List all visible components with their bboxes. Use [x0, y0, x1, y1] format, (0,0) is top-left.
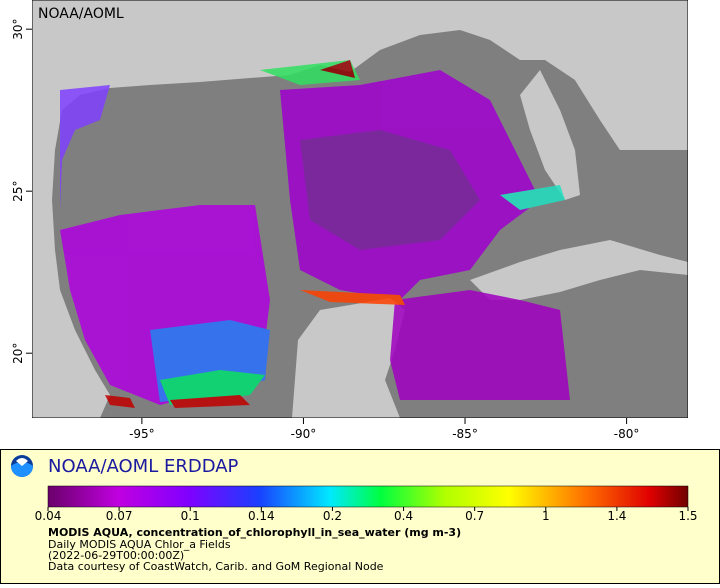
- watermark: NOAA/AOML: [38, 6, 124, 22]
- map: NOAA/AOML: [32, 0, 688, 418]
- colorbar-tick-label: 1.5: [678, 509, 697, 523]
- x-tick-label: -80°: [614, 427, 640, 441]
- colorbar-tick-label: 0.4: [394, 509, 413, 523]
- yucatan: [292, 298, 405, 418]
- colorbar-tick-label: 1: [542, 509, 550, 523]
- time: (2022-06-29T00:00:00Z): [48, 549, 184, 562]
- colorbar-tick-label: 0.07: [106, 509, 133, 523]
- noaa-logo: [11, 455, 33, 477]
- colorbar-ticks: 0.04 0.07 0.1 0.14 0.2 0.4 0.7 1 1.4 1.5: [35, 507, 698, 523]
- axes: -95° -90° -85° -80° 20° 25° 30°: [11, 19, 639, 441]
- credit: Data courtesy of CoastWatch, Carib. and …: [48, 560, 384, 573]
- legend-panel: [0, 449, 720, 584]
- colorbar-tick-label: 0.14: [248, 509, 275, 523]
- cuba: [470, 240, 688, 300]
- y-tick-label: 20°: [11, 343, 25, 364]
- colorbar-tick-label: 0.1: [181, 509, 200, 523]
- colorbar-tick-label: 0.04: [35, 509, 62, 523]
- x-tick-label: -95°: [129, 427, 155, 441]
- colorbar-tick-label: 0.7: [465, 509, 484, 523]
- y-tick-label: 30°: [11, 19, 25, 40]
- florida: [520, 0, 688, 200]
- colorbar: [47, 485, 689, 508]
- chlorophyll-data: [60, 60, 570, 408]
- dataset: Daily MODIS AQUA Chlor_a Fields: [48, 538, 231, 551]
- x-tick-label: -90°: [291, 427, 317, 441]
- legend-title: NOAA/AOML ERDDAP: [48, 456, 239, 477]
- y-tick-label: 25°: [11, 181, 25, 202]
- colorbar-tick-label: 1.4: [607, 509, 626, 523]
- colorbar-tick-label: 0.2: [323, 509, 342, 523]
- x-tick-label: -85°: [452, 427, 478, 441]
- variable: MODIS AQUA, concentration_of_chlorophyll…: [48, 526, 461, 539]
